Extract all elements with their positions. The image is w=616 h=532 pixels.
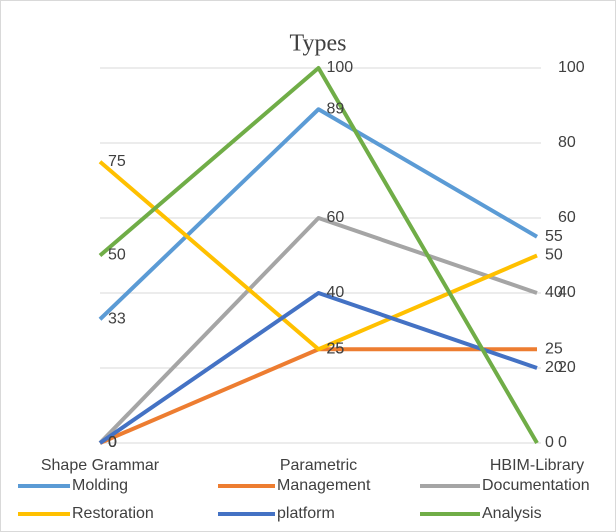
data-label: 50 bbox=[545, 247, 563, 264]
x-tick-label: HBIM-Library bbox=[490, 457, 584, 474]
data-label: 40 bbox=[545, 284, 563, 301]
data-label: 0 bbox=[108, 434, 117, 451]
y-tick-label: 60 bbox=[558, 209, 576, 226]
series-line bbox=[98, 216, 538, 445]
data-label: 25 bbox=[327, 340, 345, 357]
legend-label: Molding bbox=[72, 477, 128, 494]
legend-label: platform bbox=[277, 505, 335, 522]
data-label: 55 bbox=[545, 228, 563, 245]
data-label: 75 bbox=[108, 153, 126, 170]
series-line bbox=[98, 66, 539, 445]
data-label: 89 bbox=[327, 100, 345, 117]
data-label: 0 bbox=[108, 434, 117, 451]
x-tick-label: Parametric bbox=[280, 457, 357, 474]
legend-label: Documentation bbox=[482, 477, 590, 494]
y-tick-label: 0 bbox=[558, 434, 567, 451]
data-label: 33 bbox=[108, 310, 126, 327]
series-line bbox=[98, 160, 538, 352]
data-label: 50 bbox=[108, 247, 126, 264]
data-label: 60 bbox=[327, 209, 345, 226]
y-tick-label: 100 bbox=[558, 59, 585, 76]
y-tick-label: 40 bbox=[558, 284, 576, 301]
y-tick-label: 80 bbox=[558, 134, 576, 151]
series-line bbox=[98, 291, 538, 445]
data-label: 25 bbox=[545, 340, 563, 357]
data-label: 0 bbox=[108, 434, 117, 451]
y-tick-label: 20 bbox=[558, 359, 576, 376]
data-label: 100 bbox=[327, 59, 354, 76]
x-tick-label: Shape Grammar bbox=[41, 457, 160, 474]
legend-label: Management bbox=[277, 477, 371, 494]
chart-title: Types bbox=[290, 31, 347, 57]
legend-label: Analysis bbox=[482, 505, 542, 522]
data-label: 40 bbox=[327, 284, 345, 301]
data-label: 25 bbox=[327, 340, 345, 357]
series-line bbox=[98, 107, 539, 321]
data-label: 0 bbox=[545, 434, 554, 451]
data-label: 20 bbox=[545, 359, 563, 376]
legend-label: Restoration bbox=[72, 505, 154, 522]
